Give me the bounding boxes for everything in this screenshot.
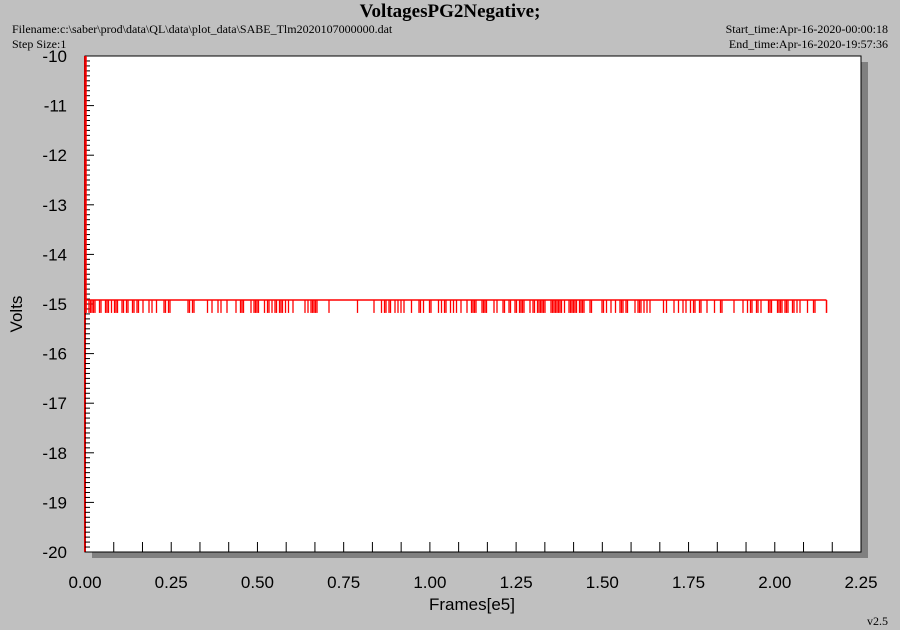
x-tick-label: 1.00 — [413, 573, 446, 592]
y-tick-label: -19 — [42, 493, 67, 512]
x-tick-label: 0.50 — [241, 573, 274, 592]
end-time-label: End_time:Apr-16-2020-19:57:36 — [728, 37, 888, 51]
y-tick-label: -15 — [42, 295, 67, 314]
x-tick-label: 1.50 — [586, 573, 619, 592]
filename-label: Filename:c:\saber\prod\data\QL\data\plot… — [12, 22, 393, 36]
y-tick-label: -16 — [42, 345, 67, 364]
series-line — [85, 56, 828, 313]
x-tick-label: 0.25 — [155, 573, 188, 592]
x-tick-label: 2.25 — [844, 573, 877, 592]
version-label: v2.5 — [867, 614, 888, 628]
y-tick-label: -17 — [42, 394, 67, 413]
x-axis: 0.00 0.25 0.50 0.75 1.00 1.25 1.50 1.75 2.00 2.25 — [68, 542, 878, 592]
y-tick-label: -13 — [42, 196, 67, 215]
x-axis-label: Frames[e5] — [429, 595, 515, 614]
y-tick-label: -14 — [42, 245, 67, 264]
x-tick-label: 0.00 — [68, 573, 101, 592]
x-tick-label: 2.00 — [758, 573, 791, 592]
chart-title: VoltagesPG2Negative; — [359, 1, 541, 22]
x-tick-label: 1.25 — [500, 573, 533, 592]
x-tick-label: 0.75 — [327, 573, 360, 592]
start-time-label: Start_time:Apr-16-2020-00:00:18 — [725, 22, 888, 36]
y-axis-label: Volts — [7, 296, 26, 333]
y-tick-label: -10 — [42, 47, 67, 66]
step-size-label: Step Size:1 — [12, 37, 67, 51]
y-tick-label: -20 — [42, 543, 67, 562]
y-tick-label: -11 — [44, 97, 67, 116]
y-tick-label: -18 — [42, 444, 67, 463]
x-tick-label: 1.75 — [672, 573, 705, 592]
y-axis: -10 -11 -12 -13 -14 -15 -16 -17 -18 -19 -20 — [42, 47, 94, 562]
y-tick-label: -12 — [42, 146, 67, 165]
